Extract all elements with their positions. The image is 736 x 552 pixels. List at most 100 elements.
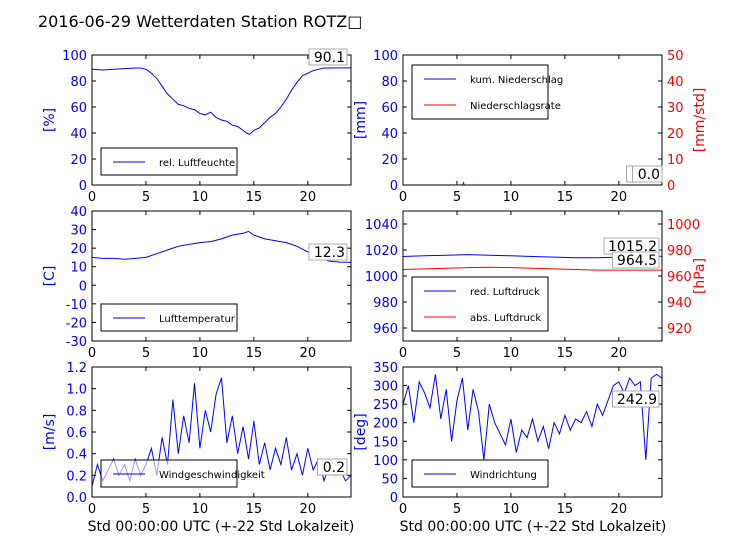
- y-tick-label: 300: [373, 380, 398, 395]
- y-tick-label: 960: [373, 322, 398, 337]
- chart-panel-1: 0 5 10 15 20 0 20 40 60 80 100 [%] rel. Luftfeuchte 9…: [42, 48, 352, 205]
- x-axis-label-left: Std 00:00:00 UTC (+-22 Std Lokalzeit): [88, 519, 355, 535]
- y-tick-label: 0.2: [66, 469, 87, 484]
- legend-label: rel. Luftfeuchte: [159, 158, 235, 169]
- plot-frame: [402, 54, 663, 186]
- x-tick-label: 15: [557, 346, 574, 361]
- y-tick-label: 100: [62, 49, 87, 64]
- y-tick-label: 100: [373, 49, 398, 64]
- y-right-tick-label: 30: [667, 101, 684, 116]
- x-tick-label: 0: [399, 346, 407, 361]
- y-axis-label-right: [mm/std]: [692, 88, 708, 153]
- y-tick-label: 0.0: [66, 491, 87, 506]
- x-tick-label: 0: [399, 190, 407, 205]
- legend-label: Windgeschwindigkeit: [159, 470, 265, 481]
- chart-panel-2: 0 5 10 15 20 0 20 40 60 80 100 0 10 20 30 40 50 [mm] [mm/s…: [353, 49, 708, 205]
- y-tick-label: 200: [373, 417, 398, 432]
- legend-label: abs. Luftdruck: [470, 313, 541, 324]
- value-annotation: 964.5: [617, 253, 657, 269]
- y-tick-label: 20: [70, 153, 87, 168]
- x-tick-label: 10: [503, 346, 520, 361]
- y-right-tick-label: 920: [667, 322, 692, 337]
- y-tick-label: 1.0: [66, 383, 87, 398]
- legend-label: Lufttemperatur: [159, 314, 236, 325]
- value-annotation: 0.2: [323, 460, 345, 476]
- y-tick-label: 40: [381, 127, 398, 142]
- y-tick-label: 1040: [365, 218, 398, 233]
- x-tick-label: 10: [192, 346, 209, 361]
- figure-title: 2016-06-29 Wetterdaten Station ROTZ□: [38, 12, 362, 31]
- x-tick-label: 20: [611, 346, 628, 361]
- y-tick-label: 60: [70, 101, 87, 116]
- legend-label: red. Luftdruck: [470, 287, 540, 298]
- y-tick-label: 60: [381, 101, 398, 116]
- plot-frame: [91, 54, 352, 186]
- value-annotation: 242.9: [617, 392, 657, 408]
- y-tick-label: 350: [373, 361, 398, 376]
- y-tick-label: 30: [70, 224, 87, 239]
- value-annotation: 90.1: [314, 50, 345, 66]
- y-tick-label: -30: [66, 335, 87, 350]
- legend-label: kum. Niederschlag: [470, 75, 563, 86]
- x-tick-label: 10: [192, 502, 209, 517]
- x-tick-label: 15: [246, 346, 263, 361]
- y-tick-label: 0.8: [66, 404, 87, 419]
- x-tick-label: 0: [88, 190, 96, 205]
- x-tick-label: 20: [300, 190, 317, 205]
- y-tick-label: 100: [373, 454, 398, 469]
- x-tick-label: 5: [453, 346, 461, 361]
- y-axis-label: [C]: [42, 266, 58, 287]
- value-annotation-box: [612, 390, 660, 408]
- series-line-1: [402, 373, 663, 460]
- y-axis-label: [%]: [42, 108, 58, 132]
- y-tick-label: -10: [66, 298, 87, 313]
- series-line-1: [91, 67, 351, 135]
- x-tick-label: 20: [300, 346, 317, 361]
- x-tick-label: 20: [611, 502, 628, 517]
- value-annotation-box: [632, 165, 663, 183]
- y-tick-label: 80: [381, 75, 398, 90]
- x-tick-label: 15: [246, 502, 263, 517]
- y-right-tick-label: 20: [667, 127, 684, 142]
- y-tick-label: 0: [390, 179, 398, 194]
- value-annotation-box: [308, 48, 348, 66]
- legend-box: [100, 303, 238, 332]
- y-right-tick-label: 10: [667, 153, 684, 168]
- legend-box: [100, 459, 238, 488]
- y-right-tick-label: 50: [667, 49, 684, 64]
- y-tick-label: 20: [70, 242, 87, 257]
- x-tick-label: 5: [142, 190, 150, 205]
- y-tick-label: 250: [373, 398, 398, 413]
- value-annotation-box: [308, 243, 348, 261]
- y-right-tick-label: 0: [667, 179, 675, 194]
- x-tick-label: 10: [503, 502, 520, 517]
- value-annotation-box: [317, 458, 348, 476]
- y-tick-label: 1000: [365, 270, 398, 285]
- y-tick-label: 1.2: [66, 361, 87, 376]
- series-line-2: [402, 266, 662, 271]
- y-tick-label: 40: [70, 127, 87, 142]
- value-annotation: 12.3: [314, 245, 345, 261]
- y-tick-label: 10: [70, 261, 87, 276]
- y-tick-label: 0: [79, 279, 87, 294]
- y-axis-label-right: [hPa]: [692, 258, 708, 294]
- y-right-tick-label: 40: [667, 75, 684, 90]
- y-tick-label: 50: [381, 472, 398, 487]
- y-axis-label: [mm]: [353, 101, 369, 139]
- y-tick-label: 150: [373, 435, 398, 450]
- legend-box: [411, 276, 549, 332]
- x-tick-label: 15: [246, 190, 263, 205]
- x-tick-label: 10: [192, 190, 209, 205]
- x-tick-label: 20: [611, 190, 628, 205]
- value-annotation: 0.0: [638, 167, 660, 183]
- plot-frame: [402, 366, 663, 498]
- y-tick-label: 20: [381, 153, 398, 168]
- series-line-1: [91, 377, 352, 487]
- y-right-tick-label: 960: [667, 270, 692, 285]
- y-tick-label: 0.6: [66, 426, 87, 441]
- plot-frame: [91, 210, 352, 342]
- legend-label: Niederschlagsrate: [470, 101, 561, 112]
- y-tick-label: 980: [373, 296, 398, 311]
- x-tick-label: 15: [557, 190, 574, 205]
